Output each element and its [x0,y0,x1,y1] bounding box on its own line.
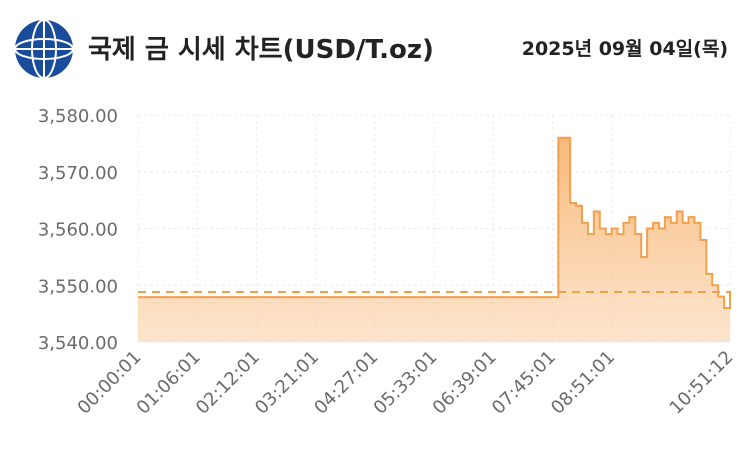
y-tick-label: 3,540.00 [38,333,118,354]
chart-title: 국제 금 시세 차트(USD/T.oz) [88,35,434,65]
x-tick-label: 10:51:12 [666,347,738,419]
logo [14,19,74,79]
x-tick-label: 03:21:01 [251,347,323,419]
x-tick-label: 04:27:01 [310,347,382,419]
x-tick-label: 08:51:01 [547,347,619,419]
y-tick-label: 3,550.00 [38,276,118,297]
x-tick-label: 07:45:01 [488,347,560,419]
x-tick-label: 02:12:01 [192,347,264,419]
x-tick-label: 00:00:01 [74,347,146,419]
x-tick-label: 05:33:01 [370,347,442,419]
x-tick-label: 06:39:01 [429,347,501,419]
line [138,136,731,309]
y-tick-label: 3,570.00 [38,163,118,184]
y-tick-label: 3,560.00 [38,220,118,241]
date: 2025년 09월 04일(목) [522,38,728,60]
y-tick-label: 3,580.00 [38,106,118,127]
area [138,137,730,342]
x-tick-label: 01:06:01 [133,347,205,419]
